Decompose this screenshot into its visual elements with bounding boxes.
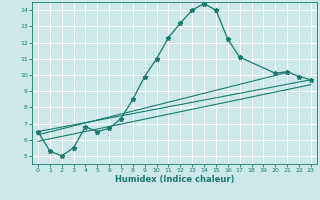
X-axis label: Humidex (Indice chaleur): Humidex (Indice chaleur) [115, 175, 234, 184]
